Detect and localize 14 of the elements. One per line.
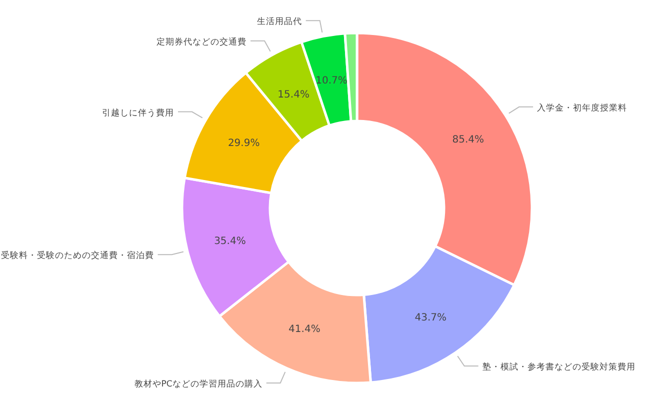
data-label: 29.9% [228, 138, 260, 150]
slice-label: 教材やPCなどの学習用品の購入 [134, 378, 262, 390]
slice-label: 定期券代などの交通費 [156, 36, 247, 48]
slice-label: 引越しに伴う費用 [102, 107, 174, 118]
slice-label: 生活用品代 [256, 16, 302, 28]
data-label: 15.4% [278, 89, 310, 100]
slice-label: 受験料・受験のための交通費・宿泊費 [0, 250, 154, 262]
slice-label: 塾・模試・参考書などの受験対策費用 [482, 361, 636, 372]
data-label: 35.4% [214, 236, 246, 247]
slice-label: 入学金・初年度授業料 [537, 102, 628, 114]
data-label: 85.4% [452, 134, 484, 146]
data-label: 43.7% [414, 312, 447, 324]
data-label: 10.7% [316, 76, 348, 86]
data-label: 41.4% [288, 324, 320, 335]
